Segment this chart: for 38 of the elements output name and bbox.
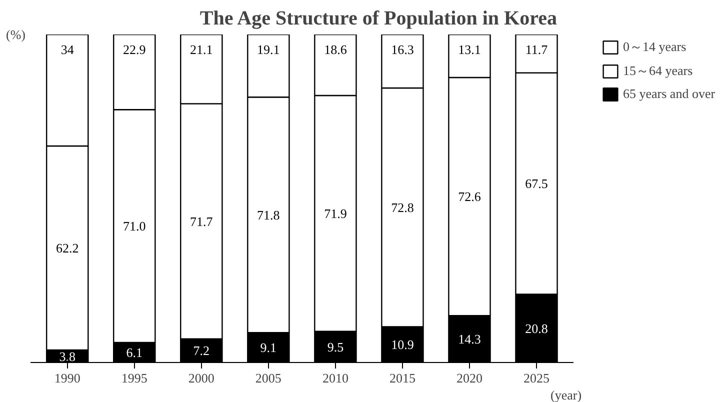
data-label: 7.2 [193, 343, 210, 358]
chart-title: The Age Structure of Population in Korea [200, 8, 557, 30]
legend-label: 0～14 years [623, 38, 688, 56]
x-tick-label: 2020 [456, 370, 482, 386]
data-label: 6.1 [126, 344, 143, 360]
x-tick-label: 2000 [188, 370, 214, 386]
data-label: 72.6 [458, 189, 482, 204]
data-label: 9.5 [327, 339, 344, 354]
data-label: 19.1 [257, 42, 280, 57]
data-label: 71.0 [123, 218, 146, 234]
data-label: 10.9 [391, 337, 414, 352]
data-label: 3.8 [59, 348, 76, 364]
data-label: 71.8 [257, 207, 280, 222]
data-label: 71.7 [190, 214, 214, 229]
data-label: 62.2 [56, 240, 79, 256]
data-label: 21.1 [190, 42, 213, 57]
data-label: 72.8 [391, 200, 414, 215]
data-label: 9.1 [260, 340, 277, 356]
x-tick-label: 1995 [121, 370, 148, 386]
data-label: 22.9 [123, 42, 146, 57]
x-axis-title: (year) [550, 388, 582, 402]
data-label: 11.7 [525, 42, 548, 57]
x-tick-label: 1990 [54, 370, 80, 386]
x-tick-label: 2025 [523, 370, 550, 386]
data-label: 71.9 [324, 206, 347, 221]
x-tick-label: 2005 [255, 370, 282, 386]
legend-label: 15～64 years [623, 62, 694, 80]
data-label: 34 [60, 42, 74, 57]
data-label: 16.3 [391, 42, 414, 57]
data-label: 14.3 [458, 332, 481, 347]
data-label: 18.6 [324, 42, 348, 57]
data-label: 20.8 [525, 320, 548, 336]
data-label: 67.5 [525, 176, 548, 192]
x-tick-label: 2015 [389, 370, 416, 386]
x-tick-label: 2010 [322, 370, 348, 386]
y-axis-title: (%) [6, 27, 26, 42]
data-label: 13.1 [458, 42, 481, 57]
legend-label: 65 years and over [623, 86, 716, 102]
